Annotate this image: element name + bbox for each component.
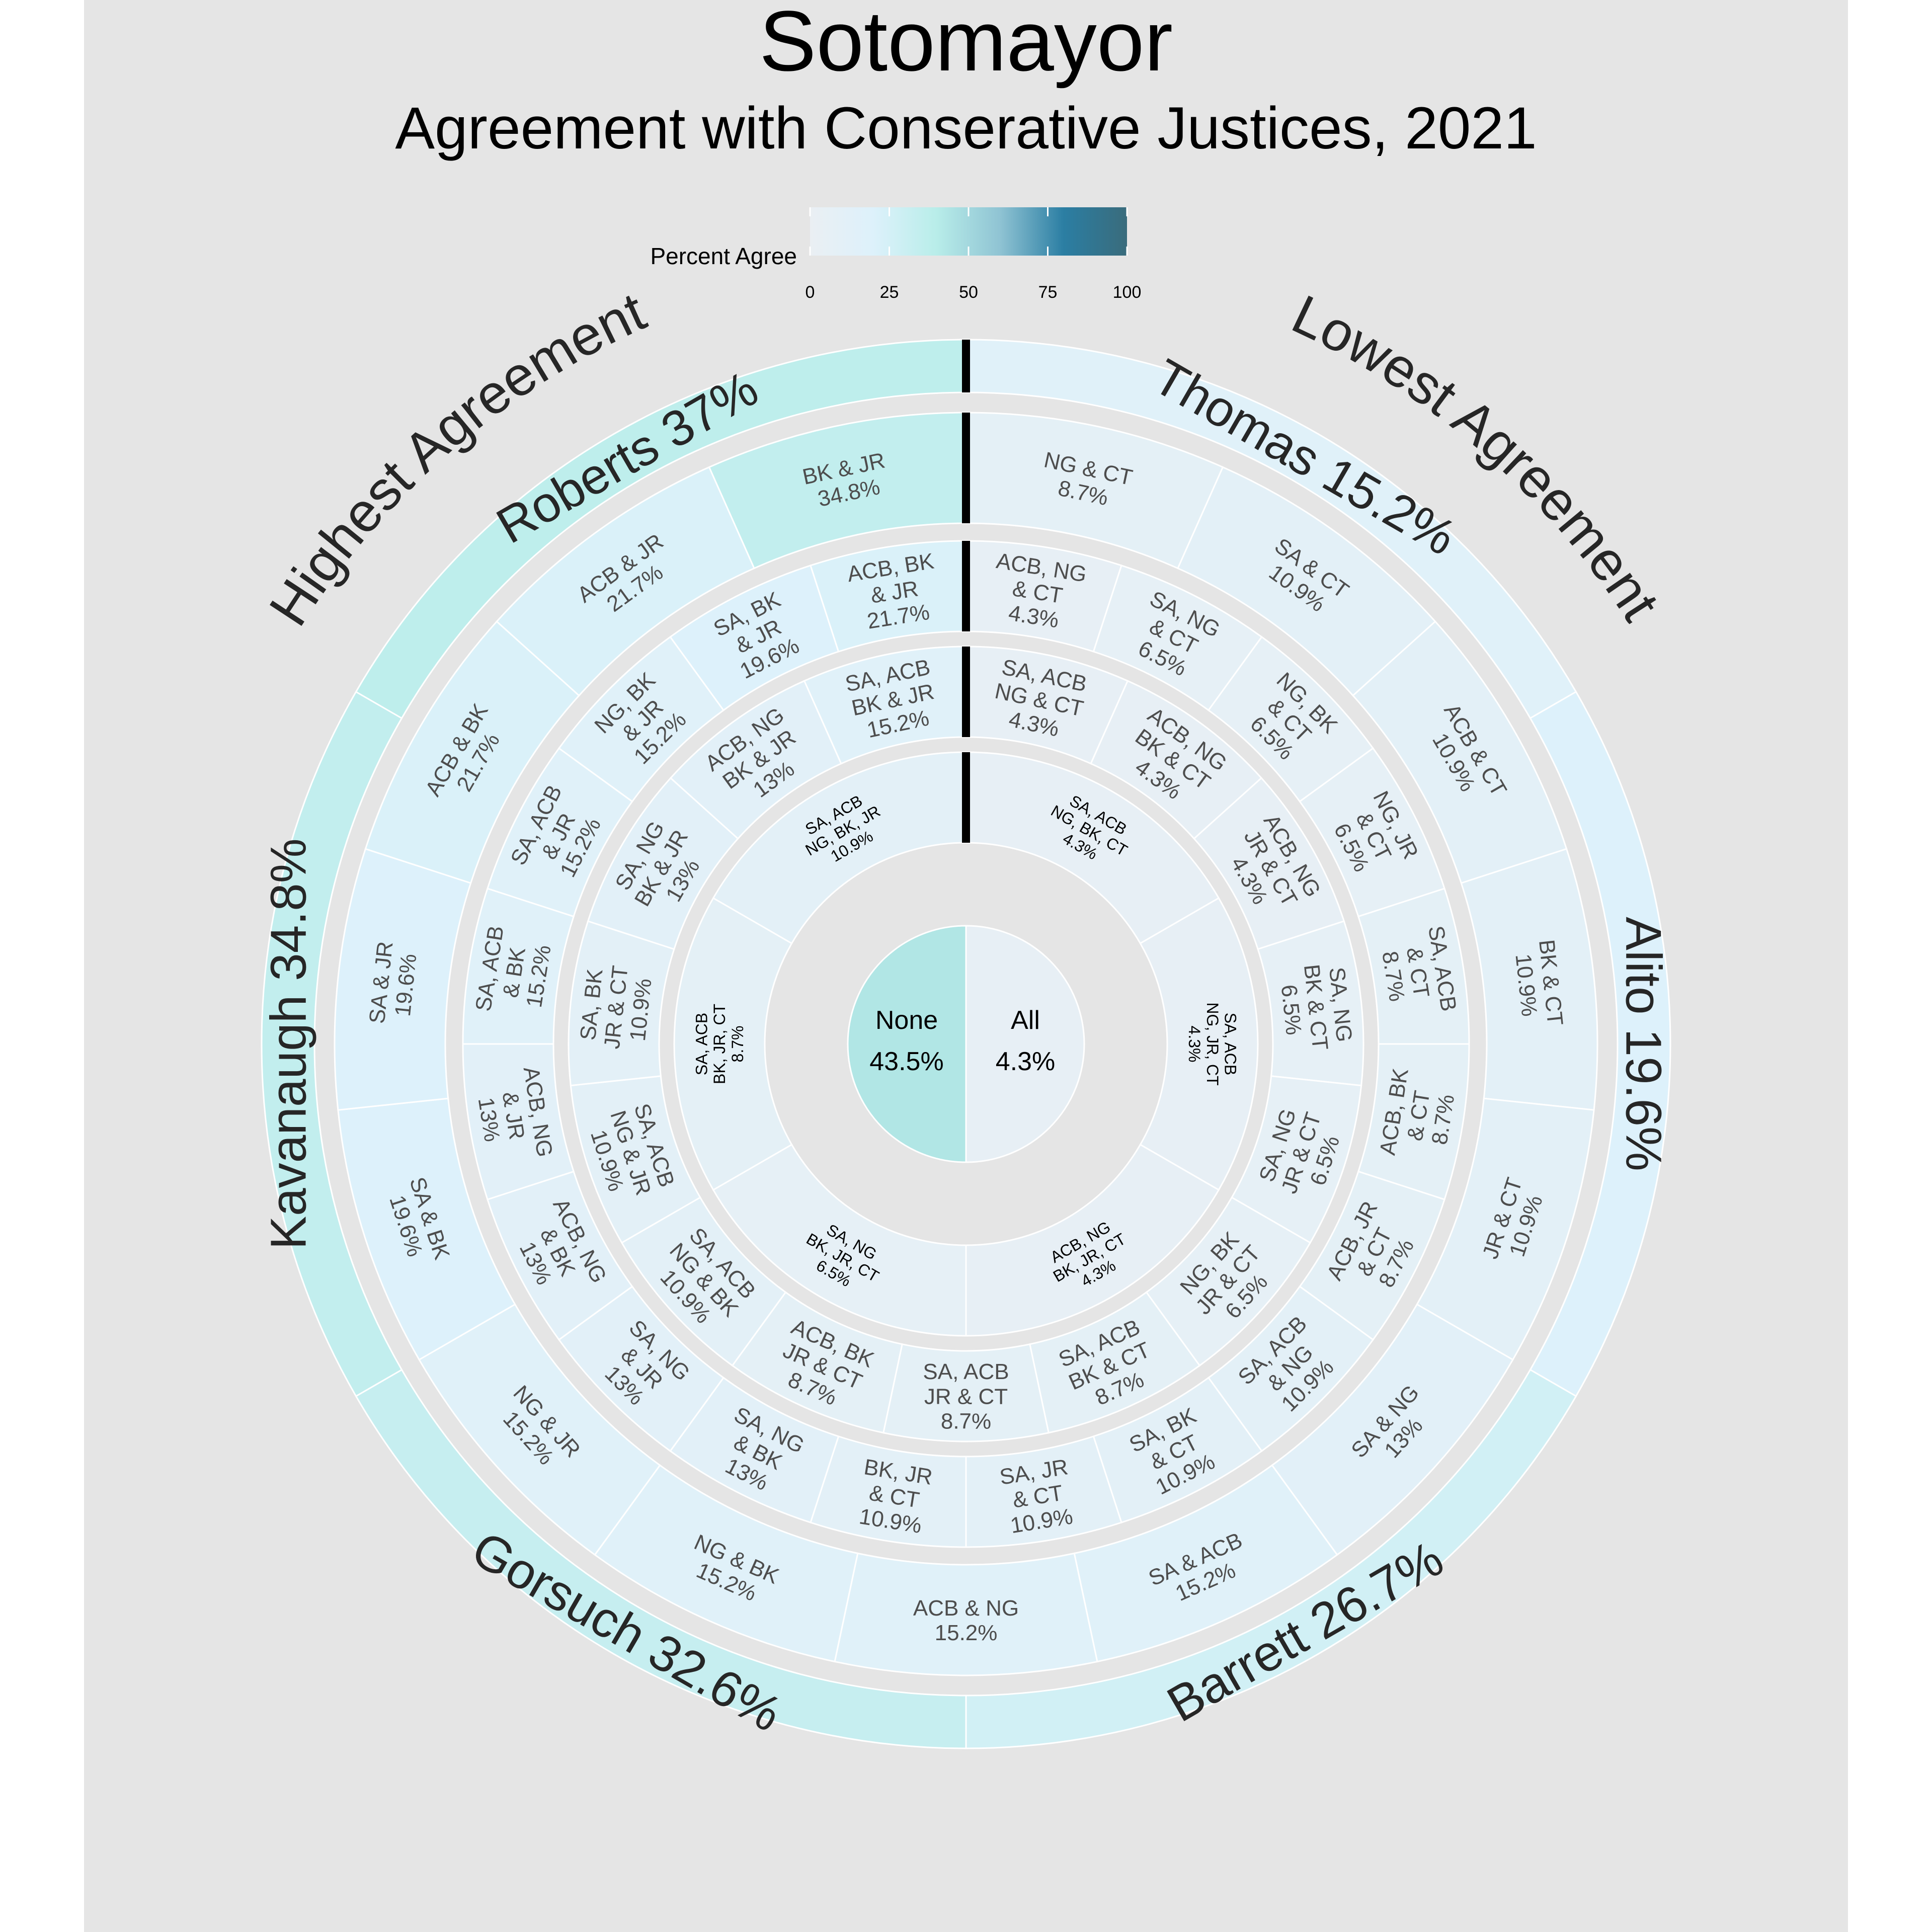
legend-tick-label: 75 [1038,283,1058,302]
segment-label-acb-ng-bk-ct: ACB, NGBK & CT4.3% [1114,703,1231,817]
segment-label-sa-ng-bk-ct: SA, NGBK & CT6.5% [1274,960,1357,1054]
center-segment-none [847,925,967,1163]
ring-segment-acb-ng-bk-jr-ct [965,1143,1220,1337]
ring-segment-sa-acb-ng-bk-jr [712,751,967,945]
segment-label-sa-acb-ng-jr: SA, ACBNG & JR10.9% [582,1100,679,1206]
ring-segment-sa-ng-bk-jr-ct [712,1143,967,1337]
ring-segment-sa-acb-bk-jr-ct [673,897,793,1191]
segment-label-kavanaugh-34-8: Kavanaugh 34.8% [261,838,317,1249]
segment-label-sa-acb-jr-ct: SA, ACB JR & CT 8.7% [923,1359,1009,1434]
segment-label-sa-bk: SA & BK19.6% [381,1174,454,1270]
segment-label-sa-jr: SA & JR19.6% [365,940,423,1027]
segment-label-sa-acb-bk-jr-ct: SA, ACBBK, JR, CT8.7% [692,1004,747,1084]
chart-title: Sotomayor [759,0,1173,89]
sunburst-rings [261,339,1671,1749]
center-segment-all [965,925,1085,1163]
segment-label-sa-acb-ng-jr-ct: SA, ACBNG, JR, CT4.3% [1185,1002,1240,1085]
segment-label-acb-ng: ACB & NG 15.2% [913,1596,1019,1645]
segment-label-acb-bk-jr-ct: ACB, BKJR & CT8.7% [768,1315,878,1418]
legend-tick-label: 25 [880,283,899,302]
legend-tick-label: 50 [959,283,978,302]
legend-title: Percent Agree [650,243,797,269]
center-label-all: All 4.3% [996,1006,1056,1076]
center-label-none: None 43.5% [869,1006,943,1076]
segment-label-sa-bk-jr-ct: SA, BKJR & CT10.9% [575,962,658,1053]
legend-tick-label: 0 [806,283,815,302]
segment-label-alito-19-6: Alito 19.6% [1616,917,1672,1171]
legend: Percent Agree 0 25 50 75 100 [650,207,1141,302]
legend-tick-label: 100 [1113,283,1142,302]
chart-subtitle: Agreement with Conserative Justices, 202… [395,95,1537,162]
ring-segment-sa-acb-ng-jr-ct [1139,897,1259,1191]
ring-segment-sa-acb-ng-bk-ct [965,751,1220,945]
